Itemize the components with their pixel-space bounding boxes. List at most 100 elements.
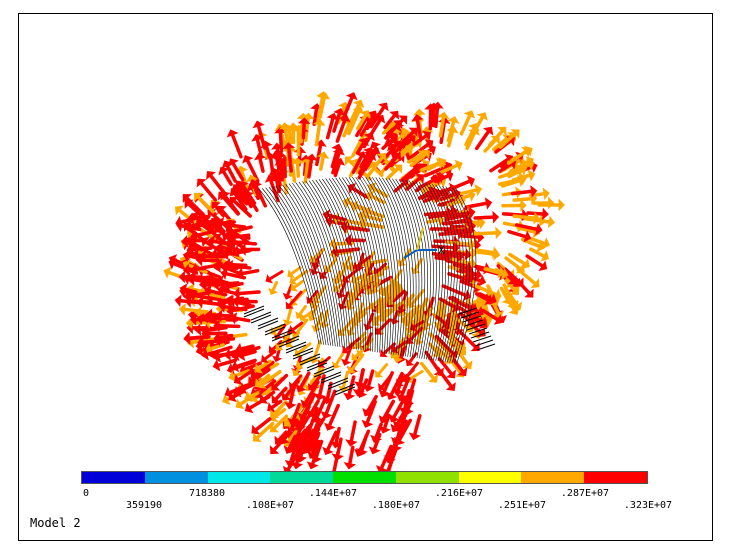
- vector-arrow: [228, 389, 245, 403]
- legend-label-bottom: .108E+07: [245, 500, 295, 511]
- mesh-edge: [271, 329, 293, 339]
- mesh-edge: [474, 339, 494, 347]
- vector-arrow: [392, 346, 403, 363]
- vector-arrow: [405, 352, 418, 367]
- mesh-edge: [355, 176, 389, 354]
- triad-z-axis: [403, 249, 418, 259]
- vector-arrow: [282, 142, 296, 173]
- vector-arrow: [196, 313, 218, 326]
- vector-arrow: [320, 389, 337, 420]
- mesh-edge: [460, 311, 480, 319]
- vector-arrow: [233, 369, 253, 385]
- mesh-edge: [299, 356, 321, 366]
- vector-arrow: [510, 185, 538, 198]
- mesh-edge: [372, 177, 403, 356]
- vector-plot: X: [163, 91, 565, 483]
- mesh-edge: [438, 185, 461, 363]
- vector-arrow: [251, 133, 264, 156]
- mesh-edge: [327, 377, 349, 387]
- vector-arrow: [205, 308, 234, 322]
- vector-arrow: [446, 116, 460, 143]
- vector-arrow: [211, 247, 233, 261]
- vector-arrow: [340, 221, 370, 234]
- vector-arrow: [331, 147, 345, 175]
- mesh-edge: [250, 311, 272, 321]
- vector-arrow: [212, 358, 238, 372]
- mesh-edge: [448, 186, 471, 364]
- mesh-edge: [292, 350, 314, 360]
- vector-arrow: [316, 151, 330, 171]
- vector-arrow: [322, 430, 338, 455]
- vector-arrow: [231, 358, 257, 373]
- mesh-edge: [278, 338, 300, 348]
- vector-arrow: [405, 173, 425, 191]
- vector-arrow: [254, 359, 272, 374]
- mesh-wireframe: [243, 176, 496, 396]
- vector-arrow: [237, 348, 257, 361]
- vector-arrow: [285, 290, 303, 310]
- vector-arrow: [253, 152, 267, 173]
- vector-arrow: [437, 357, 456, 379]
- vector-arrow: [218, 166, 233, 186]
- vector-arrow: [512, 211, 541, 225]
- legend-swatch: [458, 472, 522, 483]
- vector-arrow: [309, 417, 326, 439]
- mesh-edge: [334, 383, 356, 393]
- vector-arrow: [369, 102, 389, 129]
- vector-arrow: [478, 292, 497, 305]
- vector-arrow: [191, 249, 215, 262]
- graphics-viewport[interactable]: X: [18, 13, 713, 541]
- vector-arrow: [383, 110, 400, 130]
- vector-arrow: [474, 246, 500, 259]
- vector-arrow: [529, 247, 550, 262]
- vector-arrow: [349, 99, 365, 123]
- vector-arrow: [378, 371, 394, 398]
- vector-arrow: [293, 411, 309, 431]
- vector-arrow: [351, 345, 368, 361]
- vector-arrow: [287, 266, 302, 278]
- vector-arrow: [188, 289, 211, 302]
- vector-arrow: [444, 225, 471, 238]
- mesh-edge: [335, 177, 374, 352]
- vector-arrow: [433, 170, 454, 184]
- mesh-edge: [470, 331, 490, 339]
- legend-label-bottom: .323E+07: [623, 500, 673, 511]
- vector-arrow: [441, 284, 471, 301]
- mesh-edge: [472, 335, 492, 343]
- vector-arrow: [363, 312, 375, 331]
- legend-swatch: [395, 472, 459, 483]
- mesh-edge: [408, 180, 434, 360]
- mesh-edge: [402, 179, 429, 359]
- mesh-edge: [334, 386, 356, 396]
- mesh-edge: [243, 308, 265, 318]
- mesh-edge: [292, 182, 343, 348]
- vector-arrow: [424, 350, 445, 377]
- triad-y-axis: [416, 227, 424, 251]
- vector-arrow: [396, 127, 418, 148]
- vector-arrow: [232, 295, 258, 308]
- vector-arrow: [228, 369, 251, 383]
- mesh-edge: [250, 314, 272, 324]
- vector-arrow: [361, 400, 377, 428]
- mesh-edge: [302, 181, 350, 349]
- vector-arrow: [501, 199, 527, 212]
- vector-arrow: [437, 111, 450, 138]
- vector-arrow: [223, 348, 249, 361]
- vector-arrow: [459, 330, 480, 352]
- vector-arrow: [182, 263, 207, 277]
- mesh-edge: [385, 177, 414, 357]
- vector-arrow: [265, 270, 284, 284]
- vector-arrow: [473, 210, 500, 224]
- vector-arrow: [412, 130, 431, 147]
- vector-arrow: [182, 194, 206, 217]
- mesh-edge: [322, 178, 364, 351]
- mesh-edge: [412, 180, 437, 360]
- vector-arrow: [420, 361, 439, 383]
- mesh-edge: [318, 179, 362, 351]
- mesh-edge: [375, 177, 406, 356]
- mesh-edge: [445, 186, 467, 363]
- vector-arrow: [353, 255, 372, 271]
- vector-arrow: [514, 223, 543, 236]
- legend-label-top: 0: [82, 488, 90, 499]
- mesh-edge: [378, 177, 408, 357]
